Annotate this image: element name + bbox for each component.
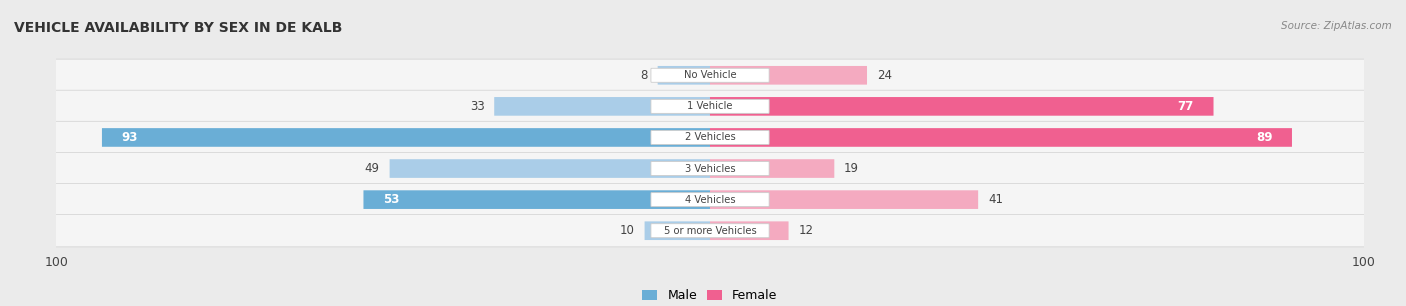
- FancyBboxPatch shape: [651, 224, 769, 238]
- FancyBboxPatch shape: [651, 68, 769, 82]
- Text: 49: 49: [366, 162, 380, 175]
- FancyBboxPatch shape: [644, 221, 710, 240]
- Text: No Vehicle: No Vehicle: [683, 70, 737, 80]
- Text: 33: 33: [470, 100, 485, 113]
- FancyBboxPatch shape: [495, 97, 710, 116]
- Text: 19: 19: [844, 162, 859, 175]
- Text: 2 Vehicles: 2 Vehicles: [685, 132, 735, 143]
- FancyBboxPatch shape: [710, 97, 1213, 116]
- FancyBboxPatch shape: [49, 184, 1371, 216]
- Text: 10: 10: [620, 224, 636, 237]
- FancyBboxPatch shape: [710, 159, 834, 178]
- Text: 24: 24: [877, 69, 891, 82]
- FancyBboxPatch shape: [710, 128, 1292, 147]
- Text: 41: 41: [988, 193, 1002, 206]
- Text: 3 Vehicles: 3 Vehicles: [685, 163, 735, 174]
- FancyBboxPatch shape: [651, 99, 769, 113]
- Text: Source: ZipAtlas.com: Source: ZipAtlas.com: [1281, 21, 1392, 32]
- FancyBboxPatch shape: [389, 159, 710, 178]
- FancyBboxPatch shape: [651, 162, 769, 176]
- FancyBboxPatch shape: [103, 128, 710, 147]
- FancyBboxPatch shape: [651, 193, 769, 207]
- Text: 53: 53: [382, 193, 399, 206]
- FancyBboxPatch shape: [658, 66, 710, 85]
- Text: 89: 89: [1256, 131, 1272, 144]
- Text: 1 Vehicle: 1 Vehicle: [688, 101, 733, 111]
- FancyBboxPatch shape: [651, 130, 769, 144]
- FancyBboxPatch shape: [710, 66, 868, 85]
- FancyBboxPatch shape: [710, 221, 789, 240]
- FancyBboxPatch shape: [49, 121, 1371, 154]
- FancyBboxPatch shape: [49, 59, 1371, 91]
- Text: 4 Vehicles: 4 Vehicles: [685, 195, 735, 205]
- FancyBboxPatch shape: [49, 90, 1371, 122]
- FancyBboxPatch shape: [710, 190, 979, 209]
- Text: 93: 93: [122, 131, 138, 144]
- Text: 12: 12: [799, 224, 813, 237]
- Text: VEHICLE AVAILABILITY BY SEX IN DE KALB: VEHICLE AVAILABILITY BY SEX IN DE KALB: [14, 21, 343, 35]
- Text: 8: 8: [641, 69, 648, 82]
- Legend: Male, Female: Male, Female: [637, 284, 783, 306]
- FancyBboxPatch shape: [364, 190, 710, 209]
- FancyBboxPatch shape: [49, 152, 1371, 185]
- Text: 5 or more Vehicles: 5 or more Vehicles: [664, 226, 756, 236]
- Text: 77: 77: [1178, 100, 1194, 113]
- FancyBboxPatch shape: [49, 215, 1371, 247]
